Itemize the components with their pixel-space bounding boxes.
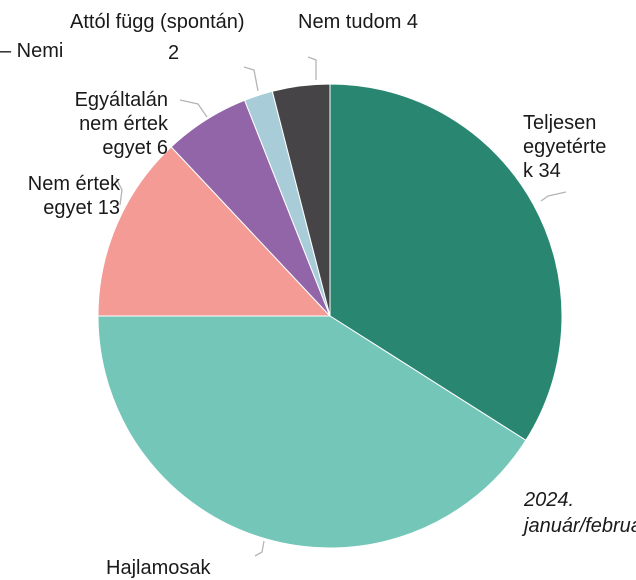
leader-line-nem-tudom <box>307 56 317 80</box>
label-nem-ertek: Nem értek egyet 13 <box>0 172 120 220</box>
pie-slice-5 <box>271 83 331 317</box>
pie-slice-0 <box>329 83 563 442</box>
title-overlap-mask-2 <box>183 44 253 62</box>
label-egyaltalan-line-1: Egyáltalán <box>74 89 168 111</box>
label-teljesen-line-2: egyetérte <box>523 136 607 158</box>
label-teljesen-line-3: k 34 <box>523 160 561 182</box>
chart-title-fragment: – Nemi <box>0 40 64 62</box>
leader-line-attol <box>243 66 259 92</box>
leader-line-teljesen <box>540 191 567 202</box>
pie-slice-1 <box>97 315 527 549</box>
date-note: 2024. január/február <box>524 489 636 537</box>
leader-line-hajlamosak <box>254 540 265 557</box>
label-egyaltalan: Egyáltalán nem értek egyet 6 <box>36 88 168 160</box>
label-hajlamosak: Hajlamosak <box>106 557 211 579</box>
label-nem-ertek-line-1: Nem értek <box>27 173 120 195</box>
leader-line-egyaltalan <box>179 99 208 118</box>
pie-slice-2 <box>97 146 332 317</box>
title-overlap-mask <box>84 44 166 64</box>
label-nem-ertek-line-2: egyet 13 <box>43 197 120 219</box>
chart-title-fragment-2: 2 <box>168 42 180 64</box>
label-teljesen-line-1: Teljesen <box>523 112 597 134</box>
label-teljesen: Teljesen egyetérte k 34 <box>523 111 606 183</box>
leader-line-nem-ertek <box>115 177 123 206</box>
label-egyaltalan-line-2: nem értek <box>79 113 168 135</box>
label-egyaltalan-line-3: egyet 6 <box>102 137 168 159</box>
label-attol-fugg: Attól függ (spontán) <box>70 11 245 33</box>
leader-lines <box>115 56 567 557</box>
pie-slices <box>97 83 563 549</box>
label-nem-tudom: Nem tudom 4 <box>298 11 419 33</box>
